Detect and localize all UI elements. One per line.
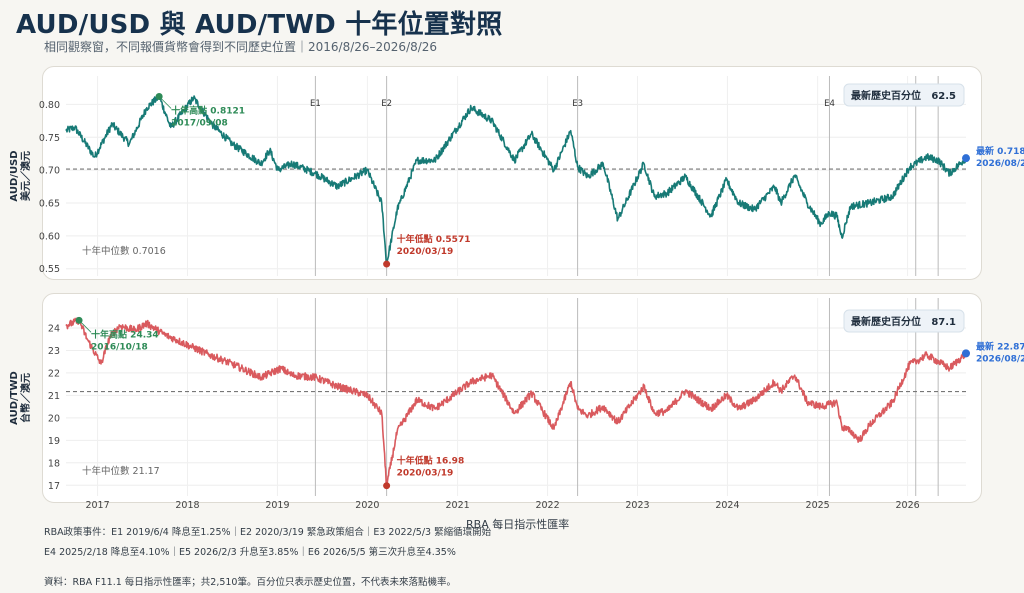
page-title: AUD/USD 與 AUD/TWD 十年位置對照 (16, 10, 503, 40)
xtick-label-2019: 2019 (265, 500, 289, 511)
usd-ytick-label: 0.80 (39, 100, 60, 111)
usd-low-marker (383, 260, 391, 268)
events-legend-line2: E4 2025/2/18 降息至4.10%｜E5 2026/2/3 升息至3.8… (44, 547, 456, 558)
page-subtitle: 相同觀察窗，不同報價貨幣會得到不同歷史位置｜2016/8/26–2026/8/2… (44, 40, 438, 54)
xtick-label-2023: 2023 (625, 500, 649, 511)
aud-usd-panel (42, 66, 982, 280)
usd-ytick-label: 0.70 (39, 166, 60, 177)
twd-ytick-label: 20 (48, 413, 60, 424)
usd-latest-date: 2026/08/26 (976, 159, 1024, 169)
usd-latest-marker (962, 154, 970, 163)
xtick-label-2018: 2018 (175, 500, 199, 511)
usd-ytick-label: 0.55 (39, 264, 60, 275)
usd-percentile-badge (843, 83, 965, 107)
twd-y-axis-label-line: AUD/TWD (9, 371, 20, 425)
twd-low-date: 2020/03/19 (397, 469, 454, 479)
xtick-label-2020: 2020 (355, 500, 379, 511)
event-label-e1: E1 (310, 99, 321, 109)
xtick-label-2017: 2017 (85, 500, 109, 511)
twd-series-line (65, 317, 967, 487)
twd-percentile-badge (843, 309, 965, 333)
twd-y-axis-label: AUD/TWD台幣／澳元 (9, 371, 32, 425)
twd-ytick-label: 23 (48, 346, 60, 357)
usd-high-leader (158, 96, 172, 109)
twd-latest-marker (962, 349, 970, 358)
usd-series-line (65, 93, 967, 265)
twd-low-marker (383, 482, 391, 490)
twd-high-date: 2016/10/18 (91, 342, 148, 352)
usd-y-axis-label-line: 美元／澳元 (19, 151, 32, 201)
xtick-label-2026: 2026 (895, 500, 919, 511)
x-axis-title: RBA 每日指示性匯率 (466, 518, 570, 531)
twd-ytick-label: 22 (48, 368, 60, 379)
twd-ytick-label: 17 (48, 481, 60, 492)
event-label-e4: E4 (824, 99, 835, 109)
twd-percentile-value: 87.1 (931, 317, 956, 328)
usd-percentile-value: 62.5 (931, 91, 956, 102)
usd-high-label: 十年高點 0.8121 (171, 104, 245, 116)
usd-high-date: 2017/09/08 (171, 118, 228, 128)
usd-y-axis-label-line: AUD/USD (9, 150, 20, 201)
twd-latest-date: 2026/08/26 (976, 354, 1024, 364)
twd-ytick-label: 21 (48, 391, 60, 402)
event-label-e2: E2 (381, 99, 392, 109)
xtick-label-2021: 2021 (445, 500, 469, 511)
usd-low-date: 2020/03/19 (397, 247, 454, 257)
event-label-e3: E3 (572, 99, 583, 109)
twd-high-leader (78, 320, 92, 333)
usd-y-axis-label: AUD/USD美元／澳元 (9, 150, 32, 201)
usd-low-label: 十年低點 0.5571 (397, 233, 471, 245)
source-note: 資料：RBA F11.1 每日指示性匯率；共2,510筆。百分位只表示歷史位置，… (44, 577, 456, 588)
twd-percentile-label: 最新歷史百分位 (851, 315, 921, 328)
xtick-label-2025: 2025 (806, 500, 830, 511)
twd-ytick-label: 19 (48, 436, 60, 447)
usd-ytick-label: 0.65 (39, 199, 60, 210)
usd-median-label: 十年中位數 0.7016 (82, 245, 166, 257)
twd-high-label: 十年高點 24.34 (91, 328, 159, 340)
twd-low-label: 十年低點 16.98 (397, 455, 465, 467)
usd-ytick-label: 0.60 (39, 231, 60, 242)
twd-latest-label: 最新 22.87 (976, 340, 1024, 352)
twd-ytick-label: 24 (48, 323, 60, 334)
usd-percentile-label: 最新歷史百分位 (851, 89, 921, 102)
xtick-label-2024: 2024 (715, 500, 739, 511)
events-legend-line1: RBA政策事件：E1 2019/6/4 降息至1.25%｜E2 2020/3/1… (44, 527, 492, 538)
twd-ytick-label: 18 (48, 458, 60, 469)
twd-y-axis-label-line: 台幣／澳元 (19, 373, 32, 423)
usd-ytick-label: 0.75 (39, 133, 60, 144)
twd-median-label: 十年中位數 21.17 (82, 465, 160, 477)
xtick-label-2022: 2022 (535, 500, 559, 511)
